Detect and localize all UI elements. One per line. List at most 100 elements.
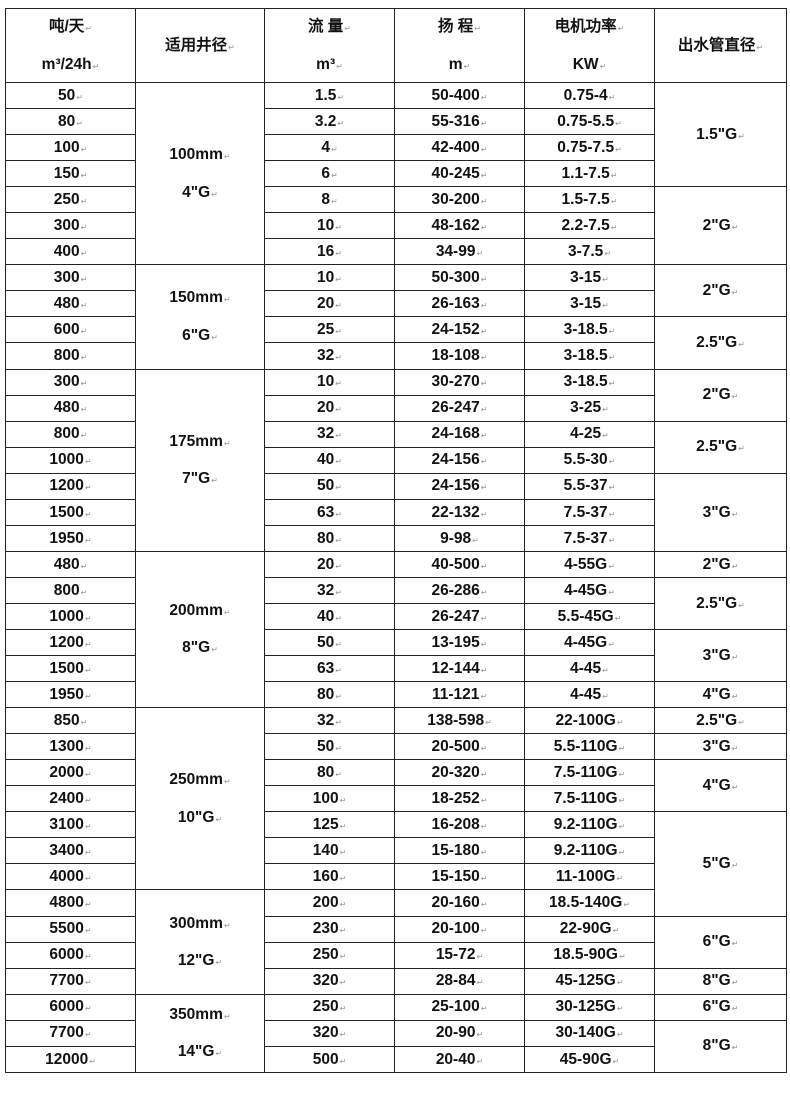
cell-power-value: 18.5-90G (553, 946, 625, 963)
cell-head-value: 15-180 (432, 842, 488, 859)
cell-tons: 300 (5, 212, 136, 240)
pump-spec-table: 吨/天 m³/24h 适用井径 流 量 m³ 扬 程 m 电机功率 KW 出水管直径 5… (5, 8, 787, 1073)
cell-flow-value: 230 (313, 920, 347, 937)
table-row: 800 32 26-286 4-45G 2.5"G (5, 576, 787, 630)
cell-outlet-value: 8"G (703, 972, 739, 989)
cell-power: 22-90G (524, 915, 655, 943)
cell-flow-value: 100 (313, 790, 347, 807)
cell-head-value: 30-200 (432, 191, 488, 208)
cell-tons-value: 300 (54, 217, 88, 234)
cell-head: 11-121 (394, 681, 525, 709)
cell-outlet-value: 2"G (703, 282, 739, 299)
cell-flow-value: 125 (313, 816, 347, 833)
cell-outlet: 5"G (654, 811, 787, 917)
cell-power-value: 0.75-4 (564, 87, 616, 104)
header-flow-label: 流 量 (265, 18, 394, 35)
cell-head-value: 16-208 (432, 816, 488, 833)
cell-tons-value: 300 (54, 269, 88, 286)
cell-head-value: 11-121 (432, 686, 487, 703)
cell-power: 22-100G (524, 707, 655, 735)
cell-power: 5.5-110G (524, 733, 655, 761)
cell-head-value: 20-500 (432, 738, 488, 755)
cell-tons-value: 4800 (49, 894, 91, 911)
table-row: 250 8 30-200 1.5-7.5 2"G (5, 186, 787, 266)
cell-tons-value: 800 (54, 425, 88, 442)
cell-tons: 850 (5, 707, 136, 735)
table-row: 6000 350mm 14"G 250 25-100 30-125G 6"G (5, 993, 787, 1073)
cell-tons: 300 (5, 264, 136, 292)
cell-tons: 800 (5, 420, 136, 448)
cell-tons: 6000 (5, 941, 136, 969)
cell-power-value: 4-45 (570, 660, 609, 677)
cell-power-value: 45-90G (560, 1051, 619, 1068)
cell-tons-value: 480 (54, 295, 88, 312)
cell-tons: 480 (5, 290, 136, 318)
cell-flow: 100 (264, 785, 395, 813)
cell-tons-value: 600 (54, 321, 88, 338)
table-row: 12000 500 20-40 45-90G (5, 1045, 787, 1073)
cell-head-value: 40-500 (432, 556, 488, 573)
cell-flow-value: 4 (321, 139, 337, 156)
cell-tons: 7700 (5, 1019, 136, 1047)
cell-flow: 160 (264, 863, 395, 891)
table-row: 1500 63 12-144 4-45 (5, 655, 787, 683)
cell-flow-value: 63 (317, 660, 342, 677)
cell-head-value: 20-90 (436, 1024, 483, 1041)
header-power-label: 电机功率 (525, 18, 654, 35)
well-diameter-stack: 100mm 4"G (136, 147, 264, 200)
cell-outlet: 2.5"G (654, 707, 787, 735)
cell-head: 25-100 (394, 993, 525, 1021)
cell-flow-value: 10 (317, 373, 342, 390)
cell-head-value: 30-270 (432, 373, 488, 390)
table-row: 300 10 48-162 2.2-7.5 (5, 212, 787, 240)
cell-head-value: 24-156 (432, 451, 488, 468)
cell-power-value: 9.2-110G (554, 842, 625, 859)
table-row: 850 250mm 10"G 32 138-598 22-100G 2.5"G (5, 707, 787, 891)
cell-well-diameter: 150mm 6"G (135, 264, 265, 370)
cell-well-diameter: 250mm 10"G (135, 707, 265, 891)
cell-flow: 40 (264, 602, 395, 630)
cell-flow: 40 (264, 446, 395, 474)
cell-outlet-value: 2.5"G (696, 712, 745, 729)
cell-flow-value: 50 (317, 477, 342, 494)
cell-outlet-value: 2"G (703, 556, 739, 573)
cell-outlet: 2"G (654, 264, 787, 318)
table-row: 5500 230 20-100 22-90G 6"G (5, 915, 787, 969)
cell-tons: 480 (5, 394, 136, 422)
cell-tons-value: 50 (58, 87, 83, 104)
cell-flow-value: 140 (313, 842, 347, 859)
cell-flow: 32 (264, 707, 395, 735)
cell-outlet: 3"G (654, 628, 787, 683)
cell-tons: 1000 (5, 602, 136, 630)
cell-flow-value: 20 (317, 295, 342, 312)
cell-flow: 1.5 (264, 81, 395, 110)
cell-outlet-value: 2.5"G (696, 595, 745, 612)
table-row: 480 200mm 8"G 20 40-500 4-55G 2"G (5, 550, 787, 709)
cell-power: 5.5-45G (524, 602, 655, 630)
cell-head: 30-270 (394, 368, 525, 396)
cell-power-value: 7.5-37 (564, 530, 616, 547)
cell-head: 40-500 (394, 550, 525, 578)
cell-flow-value: 80 (317, 686, 342, 703)
cell-head-value: 25-100 (432, 998, 488, 1015)
cell-tons-value: 4000 (49, 868, 91, 885)
cell-head-value: 55-316 (432, 113, 488, 130)
cell-outlet: 2"G (654, 186, 787, 266)
cell-power: 11-100G (524, 863, 655, 891)
cell-head: 20-40 (394, 1045, 525, 1073)
well-diameter-inch: 12"G (136, 953, 264, 969)
table-row: 3400 140 15-180 9.2-110G (5, 837, 787, 865)
table-row: 150 6 40-245 1.1-7.5 (5, 160, 787, 188)
cell-head: 24-152 (394, 316, 525, 344)
cell-outlet: 2"G (654, 550, 787, 578)
cell-flow: 230 (264, 915, 395, 943)
cell-power-value: 11-100G (556, 868, 623, 885)
cell-head-value: 20-160 (432, 894, 488, 911)
cell-head: 20-100 (394, 915, 525, 943)
cell-head-value: 26-247 (432, 608, 488, 625)
cell-flow: 50 (264, 472, 395, 500)
cell-tons-value: 850 (54, 712, 88, 729)
cell-power: 0.75-7.5 (524, 134, 655, 162)
header-head-unit: m (395, 57, 524, 73)
cell-power: 18.5-140G (524, 889, 655, 917)
